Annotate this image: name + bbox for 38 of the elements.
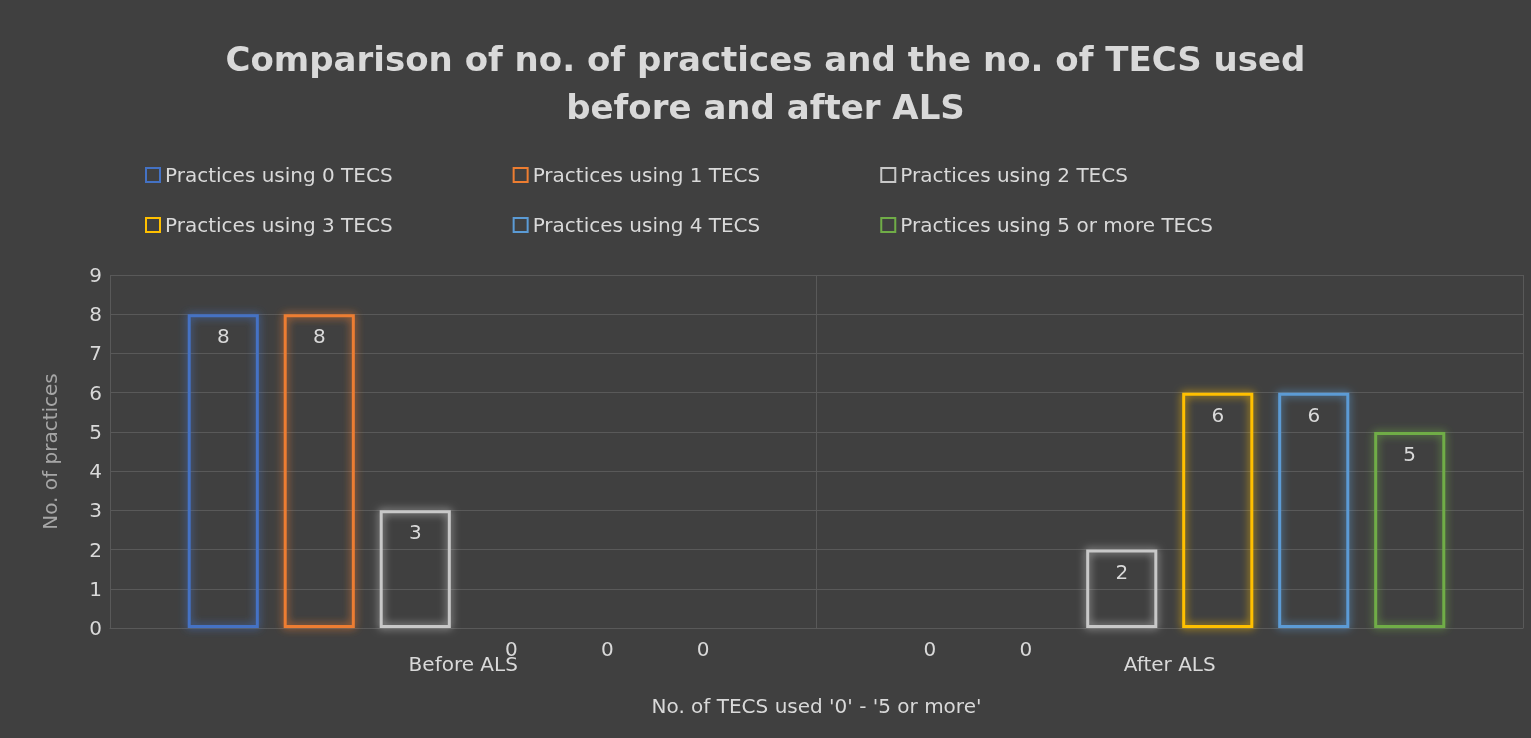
legend-label: Practices using 5 or more TECS xyxy=(900,213,1213,237)
bar xyxy=(283,314,355,628)
bar xyxy=(1374,431,1446,628)
data-label: 0 xyxy=(923,636,937,661)
y-axis-title: No. of practices xyxy=(38,373,62,530)
chart-title: Comparison of no. of practices and the no. of TECS used before and after ALS xyxy=(225,39,1306,127)
bar xyxy=(187,314,259,628)
data-label: 0 xyxy=(696,636,710,661)
y-tick-label: 6 xyxy=(89,380,102,405)
y-tick-label: 0 xyxy=(89,616,102,640)
y-tick-label: 3 xyxy=(89,498,102,523)
data-label: 6 xyxy=(1211,402,1225,427)
legend-label: Practices using 4 TECS xyxy=(532,213,761,237)
legend-label: Practices using 3 TECS xyxy=(165,213,393,237)
bar xyxy=(379,510,451,628)
data-label: 5 xyxy=(1403,441,1417,466)
y-tick-label: 5 xyxy=(89,419,102,444)
y-tick-label: 4 xyxy=(89,459,102,484)
legend-label: Practices using 1 TECS xyxy=(532,163,761,187)
y-tick-label: 8 xyxy=(89,302,102,327)
legend-label: Practices using 0 TECS xyxy=(165,163,393,187)
y-tick-label: 2 xyxy=(89,537,102,562)
bar xyxy=(1182,392,1254,628)
y-tick-label: 9 xyxy=(89,263,102,287)
data-label: 0 xyxy=(600,636,614,661)
data-label: 6 xyxy=(1307,402,1321,427)
x-tick-label: After ALS xyxy=(1123,652,1216,676)
y-tick-label: 7 xyxy=(89,341,102,366)
bar xyxy=(1086,549,1158,628)
legend-label: Practices using 2 TECS xyxy=(900,163,1128,187)
data-label: 8 xyxy=(312,324,326,349)
data-label: 2 xyxy=(1115,559,1129,584)
data-label: 0 xyxy=(1019,636,1033,661)
data-label: 8 xyxy=(216,324,230,349)
bar xyxy=(1278,392,1350,628)
y-tick-label: 1 xyxy=(89,576,102,601)
x-axis-title: No. of TECS used '0' - '5 or more' xyxy=(651,694,982,718)
data-label: 3 xyxy=(408,520,422,545)
